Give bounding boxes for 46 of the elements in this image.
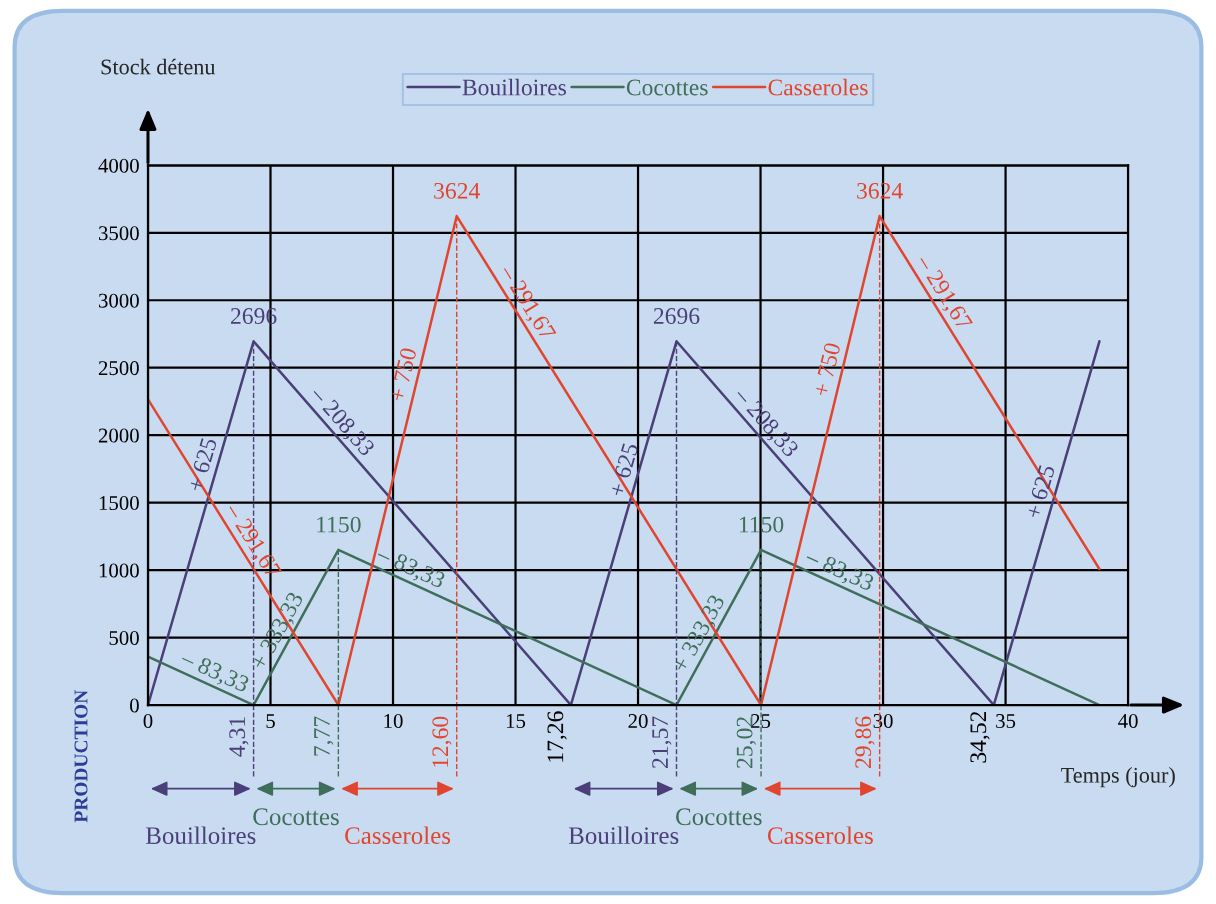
y-tick-label: 3000: [98, 293, 139, 308]
annotation: + 750: [388, 347, 417, 402]
ref-line-label: 12,60: [432, 716, 452, 767]
y-tick-label: 500: [109, 630, 139, 645]
x-tick-label: 0: [143, 713, 153, 729]
text: Bouilloires: [145, 826, 256, 845]
y-axis-title: Stock détenu: [101, 58, 216, 75]
text: Casseroles: [767, 826, 873, 845]
annotation: + 625: [187, 437, 218, 493]
x-tick-label: 5: [266, 714, 275, 729]
ref-line-label: 7,77: [314, 716, 334, 756]
x-tick-label: 10: [384, 713, 403, 729]
y-tick-label: 4000: [98, 158, 139, 173]
x-tick-label: 40: [1118, 713, 1138, 729]
annotation: – 83,33: [374, 544, 447, 592]
y-tick-label: 1500: [99, 496, 139, 511]
ref-line-label: 29,86: [855, 716, 875, 768]
y-tick-label: 1000: [99, 563, 139, 578]
text: Casseroles: [345, 826, 451, 845]
annotation: – 83,33: [803, 547, 876, 595]
ref-line-label: 21,57: [652, 716, 672, 768]
x-tick-label: 15: [506, 714, 526, 729]
annotation: 1150: [317, 516, 361, 533]
y-tick-label: 0: [130, 698, 139, 713]
annotation: + 625: [608, 442, 639, 498]
annotation: + 625: [1025, 464, 1056, 520]
y-tick-label: 2500: [98, 361, 139, 376]
legend-label: Cocottes: [626, 79, 708, 96]
annotation: 17,26: [547, 711, 567, 762]
text: Cocottes: [676, 808, 762, 826]
ref-line-label: 4,31: [229, 717, 249, 757]
x-tick-label: 35: [996, 714, 1016, 729]
annotation: + 750: [812, 342, 841, 397]
text: Cocottes: [253, 808, 339, 826]
text: PRODUCTION: [74, 690, 88, 823]
annotation: 3624: [434, 182, 480, 199]
text: Bouilloires: [568, 826, 679, 845]
annotation: – 83,33: [178, 648, 251, 696]
legend-label: Casseroles: [768, 78, 868, 96]
y-tick-label: 3500: [98, 226, 139, 241]
x-tick-label: 20: [628, 713, 648, 729]
legend-label: Bouilloires: [462, 78, 566, 96]
annotation: 34,52: [970, 711, 990, 763]
x-axis-title: Temps (jour): [1061, 767, 1175, 788]
y-tick-label: 2000: [98, 428, 139, 443]
annotation: 2696: [653, 308, 700, 324]
